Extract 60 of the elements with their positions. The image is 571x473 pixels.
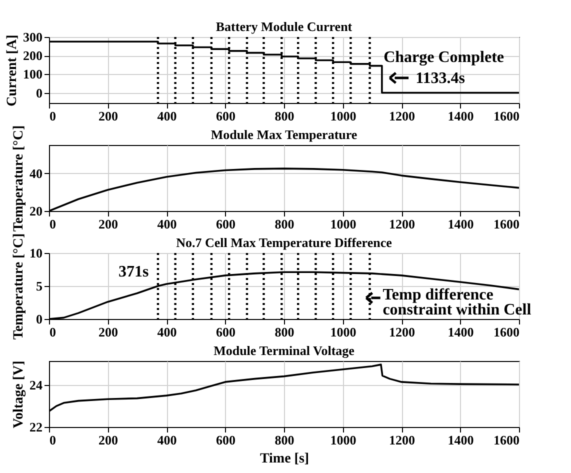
x-tick-label: 200 [98, 216, 118, 232]
x-tick-label: 1000 [330, 216, 356, 232]
x-tick-label: 800 [274, 108, 294, 124]
x-tick-label: 400 [157, 216, 177, 232]
x-tick-label: 600 [216, 108, 236, 124]
x-tick-label: 1200 [389, 432, 415, 448]
x-tick-label: 1600 [494, 324, 520, 340]
y-tick-label: 200 [23, 48, 42, 64]
x-tick-label: 1200 [389, 324, 415, 340]
y-tick-label: 24 [30, 378, 43, 393]
x-tick-label: 1400 [448, 108, 474, 124]
y-tick-label: 40 [30, 166, 42, 181]
y-axis-title: Current [A] [5, 34, 20, 106]
x-tick-label: 600 [216, 216, 236, 232]
y-tick-label: 300 [23, 30, 42, 44]
y-tick-label: 0 [36, 85, 42, 100]
x-tick-label: 800 [274, 324, 294, 340]
chart-title: Battery Module Current [216, 19, 353, 34]
x-tick-label: 1200 [389, 216, 415, 232]
annotation: Temp difference constraint within Cell [382, 286, 532, 319]
chart-title: Module Terminal Voltage [214, 343, 355, 358]
x-tick-label: 200 [98, 432, 118, 448]
x-tick-label: 1400 [448, 432, 474, 448]
x-tick-label: 1000 [330, 108, 356, 124]
x-tick-label: 400 [157, 432, 177, 448]
x-tick-label: 200 [98, 324, 118, 340]
annotation: Charge Complete [384, 48, 504, 66]
x-tick-label: 1400 [448, 216, 474, 232]
y-axis-title: Voltage [V] [12, 360, 26, 428]
annotation: 1133.4s [416, 70, 465, 87]
x-tick-label: 1000 [330, 324, 356, 340]
y-axis-title: Temperature [°C] [12, 125, 26, 232]
y-tick-label: 10 [30, 246, 42, 260]
x-tick-label: 0 [50, 324, 56, 340]
y-axis-title: Temperature [°C] [12, 233, 26, 340]
x-tick-label: 0 [50, 108, 56, 124]
x-tick-label: 1600 [494, 108, 520, 124]
y-tick-label: 20 [30, 204, 42, 218]
y-tick-label: 22 [30, 420, 42, 434]
x-tick-label: 800 [274, 216, 294, 232]
chart-title: Module Max Temperature [210, 127, 358, 142]
y-tick-label: 0 [36, 312, 42, 326]
x-tick-label: 200 [98, 108, 118, 124]
chart-title: No.7 Cell Max Temperature Difference [176, 235, 392, 250]
x-tick-label: 1200 [389, 108, 415, 124]
x-tick-label: 600 [216, 324, 236, 340]
y-tick-label: 100 [23, 66, 42, 82]
x-tick-label: 0 [50, 216, 56, 232]
x-tick-label: 400 [157, 108, 177, 124]
x-tick-label: 800 [274, 432, 294, 448]
y-tick-label: 5 [36, 278, 43, 294]
x-tick-label: 600 [216, 432, 236, 448]
x-tick-label: 1600 [494, 432, 520, 448]
x-tick-label: 1400 [448, 324, 474, 340]
x-tick-label: 400 [157, 324, 177, 340]
x-tick-label: 0 [50, 432, 56, 448]
x-tick-label: 1600 [494, 216, 520, 232]
x-tick-label: 1000 [330, 432, 356, 448]
x-axis-title: Time [s] [260, 452, 310, 466]
annotation: 371s [118, 263, 149, 280]
